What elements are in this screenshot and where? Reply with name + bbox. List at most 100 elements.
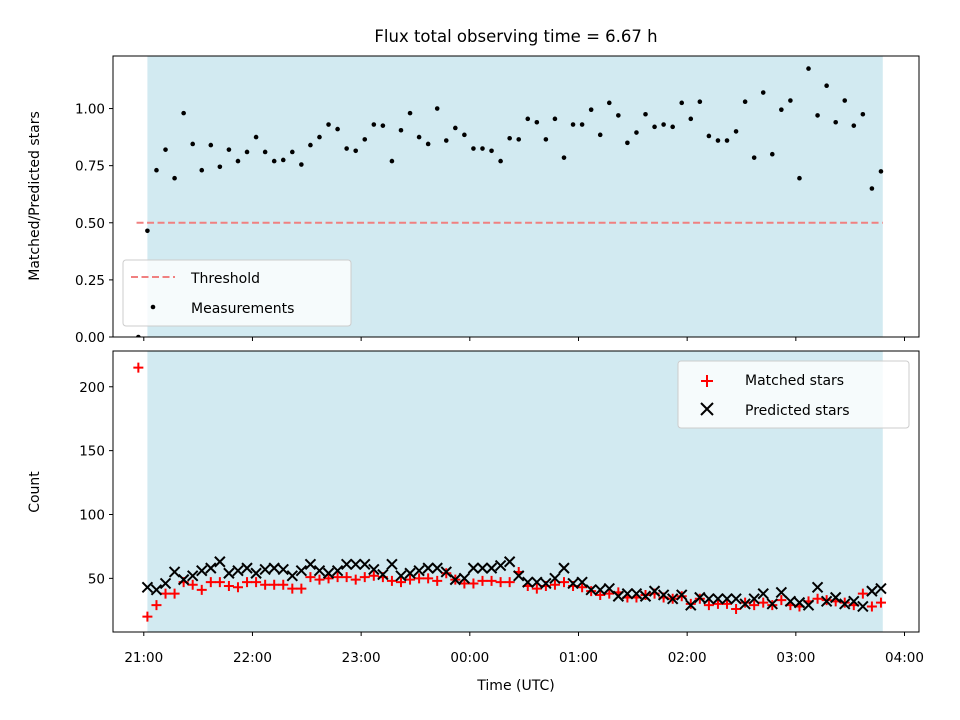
predicted-stars-point <box>186 570 199 582</box>
measurement-point <box>616 113 621 118</box>
predicted-stars-point <box>268 562 280 574</box>
measurement-point <box>389 158 395 164</box>
predicted-stars-point <box>413 564 425 577</box>
predicted-stars-point <box>467 562 480 574</box>
matched-stars-point <box>857 588 868 599</box>
matched-stars-point <box>875 597 886 608</box>
bottom-y-axis-label: Count <box>27 471 43 513</box>
measurement-point <box>145 228 150 234</box>
predicted-stars-point <box>359 558 371 571</box>
measurement-point <box>643 111 648 117</box>
measurement-point <box>280 157 286 163</box>
measurement-point <box>806 66 811 71</box>
measurement-point <box>163 147 168 152</box>
matched-stars-point <box>232 582 243 593</box>
matched-stars-point <box>703 600 714 611</box>
measurement-point <box>471 146 476 151</box>
matched-stars-point <box>549 579 560 590</box>
legend-predicted-label: Predicted stars <box>745 403 850 419</box>
predicted-stars-point <box>304 558 317 571</box>
predicted-stars-point <box>621 587 634 600</box>
predicted-stars-point <box>829 591 842 604</box>
measurement-point <box>262 149 268 155</box>
predicted-stars-point <box>739 598 751 610</box>
measurement-point <box>172 175 177 181</box>
predicted-stars-point <box>612 590 625 602</box>
measurement-point <box>688 116 694 122</box>
measurement-point <box>661 122 666 127</box>
top-axes-frame <box>112 55 920 338</box>
measurement-point <box>443 138 449 143</box>
predicted-stars-point <box>839 598 851 610</box>
measurements-series <box>136 66 884 337</box>
measurement-point <box>670 124 675 130</box>
y-tick-label: 200 <box>79 380 105 396</box>
predicted-stars-point <box>150 584 163 596</box>
bottom-legend-box <box>677 360 910 429</box>
predicted-stars-point <box>603 582 615 595</box>
matched-stars-point <box>260 579 271 590</box>
measurement-point <box>434 106 440 111</box>
measurement-point <box>380 123 386 128</box>
predicted-stars-point <box>540 577 552 590</box>
measurement-point <box>308 142 313 148</box>
predicted-stars-point <box>848 595 860 608</box>
measurement-point <box>507 135 512 141</box>
measurement-point <box>226 147 232 152</box>
matched-stars-point <box>495 577 506 588</box>
x-axis-label: Time (UTC) <box>476 678 554 694</box>
predicted-stars-point <box>485 562 498 574</box>
measurement-point <box>597 132 603 138</box>
matched-stars-point <box>359 572 370 583</box>
legend-measurements-label: Measurements <box>191 301 294 317</box>
measurement-point <box>552 116 558 122</box>
top-y-axis-label: Matched/Predicted stars <box>27 111 43 281</box>
predicted-stars-point <box>395 570 407 582</box>
matched-stars-point <box>296 583 307 594</box>
measurement-point <box>371 122 377 127</box>
predicted-stars-point <box>313 564 326 577</box>
matched-stars-point <box>731 604 742 615</box>
bottom-axes-frame <box>112 350 920 633</box>
legend-threshold-label: Threshold <box>190 271 260 287</box>
measurement-point <box>570 122 576 127</box>
predicted-stars-point <box>685 599 697 611</box>
y-tick-label: 0.75 <box>75 159 105 175</box>
matched-stars-point <box>595 589 606 600</box>
predicted-stars-point <box>295 564 308 577</box>
measurement-point <box>362 137 368 142</box>
measurement-point <box>489 148 494 154</box>
predicted-stars-point <box>703 593 715 605</box>
predicted-stars-point <box>196 564 208 577</box>
measurement-point <box>878 169 884 174</box>
measurement-point <box>154 167 159 173</box>
predicted-stars-point <box>676 589 688 601</box>
predicted-stars-series <box>141 556 887 613</box>
predicted-stars-point <box>141 581 154 594</box>
matched-stars-point <box>722 598 733 609</box>
predicted-stars-point <box>177 573 190 586</box>
matched-stars-point <box>414 573 425 584</box>
x-tick-label: 23:00 <box>342 650 381 666</box>
matched-stars-point <box>758 597 769 608</box>
predicted-stars-point <box>241 562 253 574</box>
predicted-stars-point <box>476 562 489 574</box>
matched-stars-point <box>558 577 569 588</box>
measurement-point <box>561 155 567 160</box>
predicted-stars-point <box>522 576 534 588</box>
predicted-stars-point <box>712 593 724 605</box>
predicted-stars-point <box>875 582 887 595</box>
predicted-stars-point <box>277 563 289 576</box>
measurement-point <box>398 127 404 133</box>
measurement-point <box>480 146 485 151</box>
y-tick-label: 0.00 <box>75 330 105 346</box>
x-tick-label: 01:00 <box>559 650 598 666</box>
matched-stars-point <box>577 582 588 593</box>
measurement-point <box>326 122 331 127</box>
measurement-point <box>253 134 259 140</box>
measurement-point <box>679 100 685 106</box>
measurement-point <box>425 141 431 147</box>
measurement-point <box>244 149 250 155</box>
predicted-stars-point <box>250 567 262 579</box>
matched-stars-point <box>278 579 289 590</box>
